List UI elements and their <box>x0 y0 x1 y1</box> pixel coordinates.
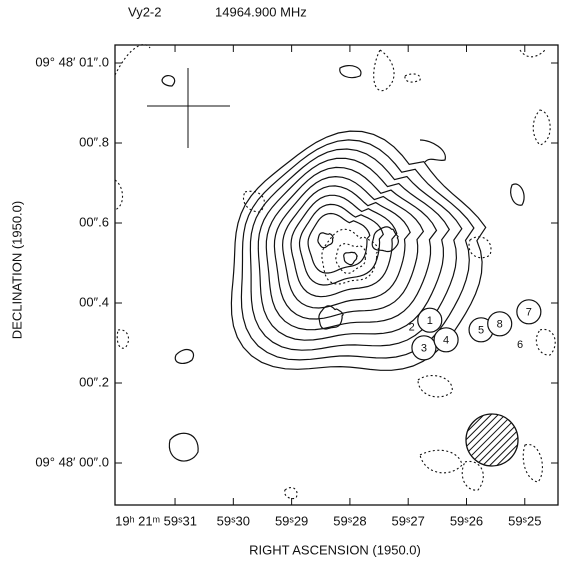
contour <box>273 175 425 320</box>
contour <box>419 139 446 163</box>
contours <box>114 44 556 500</box>
spot-label: 4 <box>443 335 449 347</box>
contour <box>257 157 451 341</box>
spot-label: 8 <box>497 319 503 331</box>
x-tick-label: 19ʰ 21ᵐ 59ˢ31 <box>115 513 197 528</box>
contour <box>317 232 334 249</box>
contour <box>321 228 380 285</box>
y-tick-label: 00″.2 <box>79 374 109 389</box>
contour <box>249 148 463 351</box>
x-tick-label: 59ˢ26 <box>450 513 483 528</box>
spot-label: 1 <box>427 315 433 327</box>
contour <box>290 194 398 298</box>
y-tick-label: 00″.4 <box>79 294 109 309</box>
contour <box>371 226 400 253</box>
spot <box>433 327 459 353</box>
y-tick-label: 00″.8 <box>79 134 109 149</box>
spot-label: 7 <box>526 307 532 319</box>
plot-frame <box>114 44 559 506</box>
spot <box>487 311 513 337</box>
contour <box>240 139 475 361</box>
x-tick-label: 59ˢ28 <box>333 513 366 528</box>
error-cross <box>147 68 230 148</box>
contour <box>230 130 487 371</box>
spot-label: 6 <box>517 339 523 351</box>
x-tick-label: 59ˢ25 <box>508 513 541 528</box>
spot <box>516 299 542 325</box>
contour <box>281 185 411 309</box>
chart-title: Vy2-2 <box>128 4 161 19</box>
spot <box>411 335 437 361</box>
spot <box>417 307 443 333</box>
contour <box>265 166 438 331</box>
y-tick-label: 09° 48′ 00″.0 <box>35 454 109 469</box>
contour <box>335 243 367 274</box>
spot-label: 3 <box>421 343 427 355</box>
y-tick-label: 00″.6 <box>79 214 109 229</box>
contour <box>307 212 371 274</box>
x-tick-label: 59ˢ29 <box>275 513 308 528</box>
x-tick-label: 59ˢ30 <box>217 513 250 528</box>
x-axis-label: RIGHT ASCENSION (1950.0) <box>249 542 421 557</box>
beam <box>465 413 519 467</box>
frequency: 14964.900 MHz <box>215 4 307 19</box>
y-axis-label: DECLINATION (1950.0) <box>9 201 24 339</box>
y-tick-label: 09° 48′ 01″.0 <box>35 54 109 69</box>
contour <box>298 203 384 286</box>
spot-label: 5 <box>478 325 484 337</box>
spot-label: 2 <box>409 322 415 334</box>
contour <box>318 305 344 330</box>
contour <box>343 251 358 266</box>
x-tick-label: 59ˢ27 <box>392 513 425 528</box>
